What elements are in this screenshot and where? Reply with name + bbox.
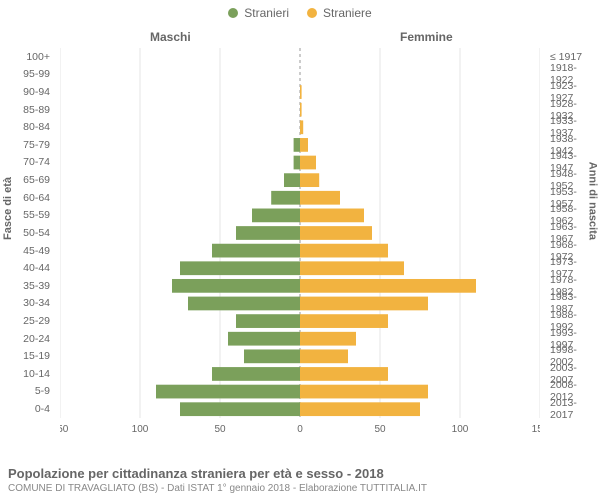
age-label: 50-54 — [0, 224, 56, 242]
chart-plot-area: 150 100 50 0 50 100 150 — [60, 48, 540, 438]
bar-male — [236, 314, 300, 328]
bar-male — [212, 244, 300, 258]
bar-male — [244, 349, 300, 363]
bar-female — [300, 279, 476, 293]
bar-male — [252, 209, 300, 223]
bar-male — [284, 173, 300, 187]
population-pyramid-chart: Stranieri Straniere Maschi Femmine Fasce… — [0, 0, 600, 500]
bar-male — [228, 332, 300, 346]
bar-male — [172, 279, 300, 293]
bar-male — [188, 297, 300, 311]
bar-female — [300, 209, 364, 223]
age-label: 40-44 — [0, 259, 56, 277]
svg-text:150: 150 — [60, 424, 69, 435]
header-male: Maschi — [150, 30, 191, 44]
birth-year-label: 2013-2017 — [544, 400, 600, 418]
chart-subtitle: COMUNE DI TRAVAGLIATO (BS) - Dati ISTAT … — [8, 483, 592, 494]
legend-label-female: Straniere — [323, 6, 372, 20]
bar-female — [300, 85, 302, 99]
age-label: 5-9 — [0, 383, 56, 401]
svg-text:100: 100 — [452, 424, 469, 435]
age-label: 60-64 — [0, 189, 56, 207]
age-label: 45-49 — [0, 242, 56, 260]
bar-female — [300, 385, 428, 399]
bar-female — [300, 138, 308, 152]
bar-male — [156, 385, 300, 399]
legend: Stranieri Straniere — [0, 6, 600, 20]
age-label: 75-79 — [0, 136, 56, 154]
bar-female — [300, 244, 388, 258]
bar-male — [294, 156, 300, 170]
bar-female — [300, 367, 388, 381]
age-label: 90-94 — [0, 83, 56, 101]
age-label: 0-4 — [0, 400, 56, 418]
age-label: 65-69 — [0, 171, 56, 189]
legend-label-male: Stranieri — [244, 6, 289, 20]
age-label: 80-84 — [0, 118, 56, 136]
svg-text:50: 50 — [214, 424, 226, 435]
bar-male — [212, 367, 300, 381]
age-label: 10-14 — [0, 365, 56, 383]
age-label: 55-59 — [0, 206, 56, 224]
age-label: 85-89 — [0, 101, 56, 119]
svg-text:0: 0 — [297, 424, 303, 435]
chart-footer: Popolazione per cittadinanza straniera p… — [8, 466, 592, 494]
bar-female — [300, 332, 356, 346]
svg-text:150: 150 — [532, 424, 540, 435]
age-label: 95-99 — [0, 66, 56, 84]
age-label: 20-24 — [0, 330, 56, 348]
bar-female — [300, 261, 404, 275]
age-label: 70-74 — [0, 154, 56, 172]
header-female: Femmine — [400, 30, 453, 44]
age-label: 30-34 — [0, 295, 56, 313]
legend-swatch-female — [307, 8, 317, 18]
svg-text:50: 50 — [374, 424, 386, 435]
bar-female — [300, 402, 420, 416]
legend-item-male: Stranieri — [228, 6, 289, 20]
bar-female — [300, 314, 388, 328]
legend-swatch-male — [228, 8, 238, 18]
birth-year-labels: ≤ 19171918-19221923-19271928-19321933-19… — [544, 48, 600, 418]
bar-male — [180, 402, 300, 416]
bar-female — [300, 120, 303, 134]
bar-male — [271, 191, 300, 205]
bar-female — [300, 226, 372, 240]
bar-male — [294, 138, 300, 152]
bar-male — [236, 226, 300, 240]
bar-female — [300, 297, 428, 311]
bar-female — [300, 191, 340, 205]
age-label: 15-19 — [0, 347, 56, 365]
age-label: 35-39 — [0, 277, 56, 295]
svg-text:100: 100 — [132, 424, 149, 435]
bar-female — [300, 103, 302, 117]
chart-title: Popolazione per cittadinanza straniera p… — [8, 466, 592, 481]
bar-male — [180, 261, 300, 275]
age-label: 25-29 — [0, 312, 56, 330]
legend-item-female: Straniere — [307, 6, 372, 20]
age-group-labels: 100+95-9990-9485-8980-8475-7970-7465-696… — [0, 48, 56, 418]
bar-female — [300, 349, 348, 363]
bar-female — [300, 156, 316, 170]
age-label: 100+ — [0, 48, 56, 66]
bar-female — [300, 173, 319, 187]
